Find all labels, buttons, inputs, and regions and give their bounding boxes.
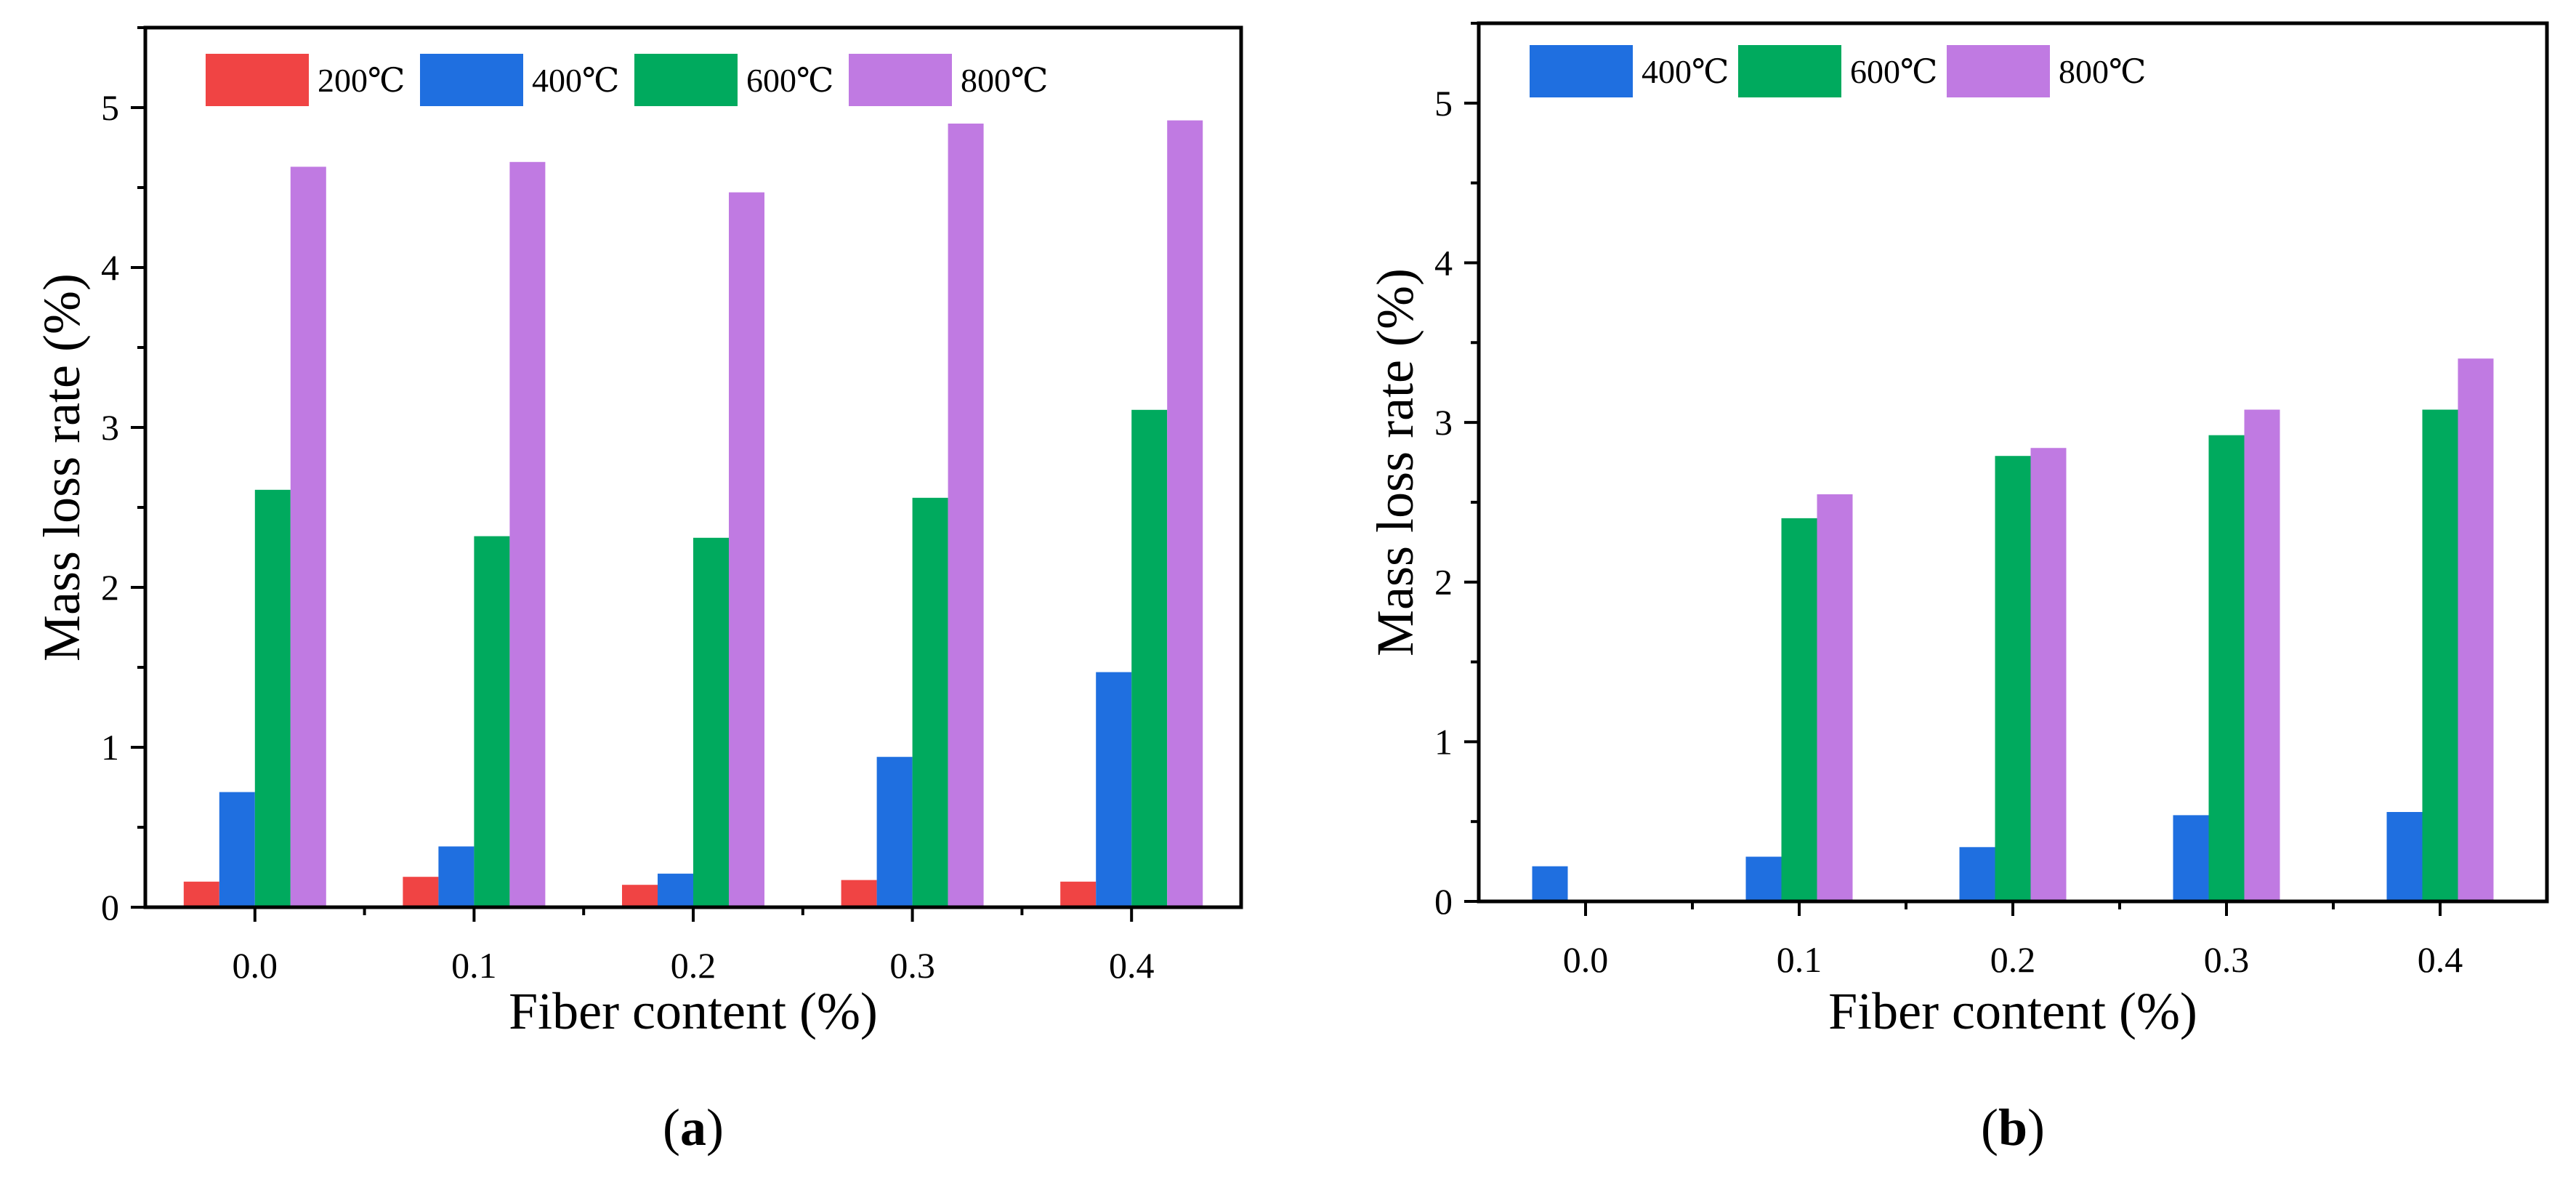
- legend-a: 200℃ 400℃ 600℃ 800℃: [206, 54, 1048, 106]
- panel-label-a: (a): [663, 1098, 724, 1157]
- legend-swatch-b-2: [1947, 45, 2050, 97]
- y-tick-label-b-4: 4: [1434, 242, 1453, 283]
- y-tick-label-a-2: 2: [101, 567, 119, 608]
- bars-a: [183, 120, 1203, 908]
- y-tick-label-b-2: 2: [1434, 562, 1453, 603]
- legend-label-b-0: 400℃: [1642, 53, 1729, 90]
- bar-a-s1-c3: [876, 757, 913, 907]
- panel-label-b: (b): [1981, 1098, 2045, 1157]
- panel-letter-b: b: [1998, 1098, 2027, 1157]
- bar-a-s0-c0: [183, 881, 219, 907]
- bar-b-s1-c1: [1781, 518, 1817, 901]
- bar-a-s0-c4: [1060, 881, 1097, 907]
- x-axis-label-a: Fiber content (%): [509, 982, 878, 1040]
- legend-label-b-1: 600℃: [1850, 53, 1937, 90]
- chart-panel-b: 0 1 2 3 4 5 0.0 0.1 0.2 0.3 0.4 400℃ 600℃ 800℃ Mass …: [1366, 21, 2549, 1157]
- y-tick-label-b-3: 3: [1434, 402, 1453, 443]
- legend-swatch-b-1: [1738, 45, 1841, 97]
- x-tick-label-b-4: 0.4: [2418, 939, 2463, 980]
- bar-b-s2-c4: [2458, 358, 2494, 902]
- bar-a-s1-c0: [219, 792, 255, 907]
- bar-b-s0-c0: [1532, 866, 1568, 901]
- x-axis-label-b: Fiber content (%): [1828, 982, 2197, 1040]
- x-tick-label-b-0: 0.0: [1563, 939, 1609, 980]
- y-tick-label-b-5: 5: [1434, 83, 1453, 124]
- bar-a-s2-c4: [1131, 409, 1168, 907]
- bar-a-s1-c1: [438, 846, 475, 907]
- bar-a-s3-c2: [729, 192, 764, 908]
- panel-letter-a: a: [680, 1098, 706, 1157]
- legend-swatch-a-1: [420, 54, 523, 106]
- bars-b: [1532, 358, 2494, 902]
- legend-swatch-a-3: [849, 54, 952, 106]
- x-tick-label-a-1: 0.1: [451, 945, 497, 986]
- x-tick-label-a-0: 0.0: [233, 945, 278, 986]
- bar-b-s1-c2: [1995, 456, 2031, 901]
- bar-a-s2-c3: [912, 497, 948, 907]
- y-tick-label-a-4: 4: [101, 247, 119, 288]
- bar-a-s2-c2: [693, 537, 729, 907]
- legend-swatch-a-2: [634, 54, 738, 106]
- bar-b-s2-c1: [1817, 494, 1853, 901]
- y-tick-label-b-0: 0: [1434, 881, 1453, 922]
- bar-b-s0-c1: [1745, 856, 1782, 901]
- bar-a-s2-c1: [474, 536, 510, 907]
- x-tick-label-a-4: 0.4: [1109, 945, 1155, 986]
- x-tick-label-b-3: 0.3: [2204, 939, 2250, 980]
- x-tick-label-a-2: 0.2: [671, 945, 716, 986]
- legend-swatch-b-0: [1530, 45, 1633, 97]
- bar-a-s0-c1: [403, 877, 439, 907]
- y-axis-label-b: Mass loss rate (%): [1366, 268, 1424, 656]
- bar-b-s0-c4: [2386, 812, 2423, 901]
- bar-b-s0-c3: [2173, 815, 2209, 901]
- bar-b-s1-c3: [2208, 435, 2245, 901]
- y-tick-label-a-1: 1: [101, 727, 119, 768]
- x-tick-label-b-2: 0.2: [1990, 939, 2036, 980]
- chart-panel-a: 0 1 2 3 4 5 0.0 0.1 0.2 0.3 0.4 200℃ 400℃ 600℃ 800℃ M…: [33, 25, 1243, 1157]
- bar-a-s3-c4: [1167, 120, 1203, 908]
- y-axis-label-a: Mass loss rate (%): [33, 273, 91, 662]
- bar-b-s1-c4: [2422, 409, 2458, 901]
- y-tick-label-a-3: 3: [101, 407, 119, 448]
- bar-a-s3-c3: [948, 124, 984, 907]
- bar-a-s3-c0: [290, 166, 326, 907]
- bar-a-s2-c0: [254, 489, 291, 907]
- bar-a-s0-c3: [841, 880, 877, 907]
- bar-b-s2-c2: [2030, 448, 2067, 901]
- bar-b-s2-c3: [2244, 409, 2280, 901]
- y-tick-label-a-5: 5: [101, 87, 119, 128]
- bar-a-s3-c1: [509, 161, 546, 907]
- bar-b-s0-c2: [1959, 847, 1995, 901]
- x-tick-label-b-1: 0.1: [1777, 939, 1822, 980]
- ticks-b: 0 1 2 3 4 5 0.0 0.1 0.2 0.3 0.4: [1434, 22, 2463, 980]
- legend-label-b-2: 800℃: [2059, 53, 2146, 90]
- bar-a-s0-c2: [622, 885, 658, 907]
- y-tick-label-b-1: 1: [1434, 721, 1453, 762]
- y-tick-label-a-0: 0: [101, 887, 119, 928]
- legend-label-a-2: 600℃: [746, 62, 833, 99]
- legend-label-a-0: 200℃: [318, 62, 405, 99]
- legend-b: 400℃ 600℃ 800℃: [1530, 45, 2146, 97]
- ticks-a: 0 1 2 3 4 5 0.0 0.1 0.2 0.3 0.4: [101, 26, 1155, 986]
- legend-label-a-1: 400℃: [532, 62, 619, 99]
- x-tick-label-a-3: 0.3: [889, 945, 935, 986]
- legend-label-a-3: 800℃: [961, 62, 1048, 99]
- bar-a-s1-c4: [1096, 672, 1132, 907]
- bar-a-s1-c2: [658, 873, 693, 907]
- legend-swatch-a-0: [206, 54, 309, 106]
